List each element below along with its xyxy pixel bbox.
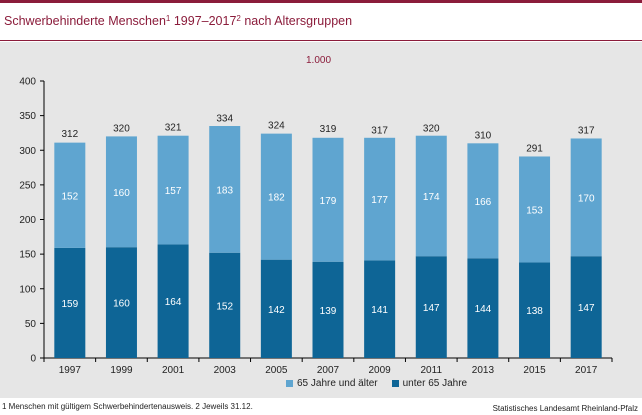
- legend-label-under65: unter 65 Jahre: [402, 378, 468, 389]
- total-label: 320: [113, 123, 130, 134]
- data-label-under65: 159: [61, 299, 78, 310]
- top-rule: [0, 0, 642, 3]
- data-label-over65: 160: [113, 188, 130, 199]
- bar-over65: [54, 142, 86, 248]
- total-label: 321: [165, 123, 182, 134]
- bar-under65: [260, 259, 292, 358]
- y-tick-label: 400: [19, 77, 36, 88]
- data-label-over65: 183: [216, 185, 233, 196]
- title-rule: [0, 40, 642, 41]
- x-tick-label: 2015: [523, 365, 546, 376]
- data-label-over65: 182: [268, 193, 285, 204]
- bar-over65: [157, 135, 189, 245]
- legend-item-under65: unter 65 Jahre: [391, 378, 468, 389]
- data-label-under65: 152: [216, 301, 233, 312]
- stacked-bar-chart: 0 50 100 150 200 250 300 350 400 159 152 312 1997 160…: [19, 77, 613, 376]
- bar-over65: [260, 133, 292, 260]
- x-tick-label: 2007: [317, 365, 340, 376]
- data-label-under65: 147: [578, 303, 595, 314]
- bar-under65: [157, 244, 189, 358]
- bar-over65: [105, 136, 137, 248]
- legend-label-over65: 65 Jahre und älter: [297, 378, 378, 389]
- legend-swatch-over65: [286, 380, 293, 387]
- total-label: 334: [216, 114, 233, 125]
- legend-swatch-under65: [391, 380, 399, 387]
- chart-title: Schwerbehinderte Menschen1 1997–20172 na…: [4, 14, 353, 28]
- total-label: 291: [526, 143, 543, 154]
- data-label-over65: 179: [320, 196, 337, 207]
- x-tick-label: 2003: [214, 365, 237, 376]
- data-label-over65: 170: [578, 193, 595, 204]
- bar-under65: [54, 247, 86, 358]
- data-label-over65: 177: [371, 195, 388, 206]
- data-label-under65: 139: [320, 306, 337, 317]
- footnote: 1 Menschen mit gültigem Schwerbehinderte…: [2, 402, 253, 411]
- total-label: 324: [268, 121, 285, 132]
- bar-under65: [519, 262, 551, 358]
- data-label-under65: 141: [371, 305, 388, 316]
- bar-over65: [312, 137, 344, 262]
- x-tick-label: 2001: [162, 365, 185, 376]
- total-label: 319: [320, 124, 337, 135]
- unit-label: 1.000: [306, 55, 332, 66]
- bar-under65: [415, 256, 447, 358]
- bar-over65: [415, 135, 447, 257]
- data-label-under65: 142: [268, 305, 285, 316]
- x-tick-label: 1997: [59, 365, 82, 376]
- y-tick-label: 200: [19, 215, 36, 226]
- data-label-over65: 153: [526, 205, 543, 216]
- data-label-under65: 160: [113, 299, 130, 310]
- y-tick-label: 0: [30, 354, 36, 365]
- data-label-over65: 152: [61, 191, 78, 202]
- bar-over65: [364, 137, 396, 261]
- y-tick-label: 350: [19, 111, 36, 122]
- x-tick-label: 2013: [472, 365, 495, 376]
- bar-under65: [467, 258, 499, 358]
- data-label-under65: 164: [165, 297, 182, 308]
- x-tick-label: 2011: [421, 365, 443, 376]
- total-label: 312: [61, 129, 78, 140]
- y-tick-label: 150: [19, 250, 36, 261]
- data-label-under65: 144: [475, 304, 492, 315]
- bar-under65: [209, 252, 241, 358]
- bar-under65: [312, 261, 344, 358]
- total-label: 317: [371, 125, 388, 136]
- bar-over65: [570, 138, 602, 257]
- y-tick-label: 50: [25, 319, 37, 330]
- bar-under65: [570, 256, 602, 358]
- source: Statistisches Landesamt Rheinland-Pfalz: [492, 404, 638, 413]
- y-tick-label: 300: [19, 146, 36, 157]
- legend: 65 Jahre und älter unter 65 Jahre: [286, 378, 467, 389]
- x-tick-label: 2017: [575, 365, 598, 376]
- legend-item-over65: 65 Jahre und älter: [286, 378, 378, 389]
- bar-under65: [105, 247, 137, 358]
- total-label: 320: [423, 123, 440, 134]
- bar-over65: [209, 126, 241, 253]
- y-tick-label: 100: [19, 284, 36, 295]
- data-label-over65: 166: [475, 197, 492, 208]
- data-label-over65: 157: [165, 186, 182, 197]
- bar-over65: [519, 156, 551, 263]
- bar-over65: [467, 143, 499, 259]
- x-tick-label: 2005: [265, 365, 288, 376]
- total-label: 310: [475, 130, 492, 141]
- bar-under65: [364, 260, 396, 358]
- y-tick-label: 250: [19, 180, 36, 191]
- total-label: 317: [578, 125, 595, 136]
- x-tick-label: 1999: [110, 365, 133, 376]
- data-label-over65: 174: [423, 192, 440, 203]
- x-tick-label: 2009: [369, 365, 392, 376]
- data-label-under65: 147: [423, 303, 440, 314]
- data-label-under65: 138: [526, 306, 543, 317]
